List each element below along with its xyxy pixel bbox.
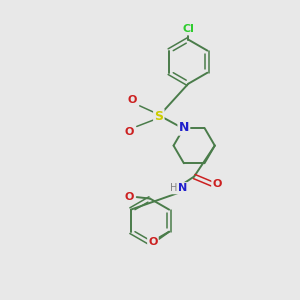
Text: O: O: [148, 237, 158, 247]
Text: O: O: [125, 127, 134, 137]
Text: O: O: [125, 192, 134, 202]
Text: N: N: [178, 183, 188, 193]
Text: Cl: Cl: [182, 24, 194, 34]
Text: O: O: [128, 95, 137, 105]
Text: N: N: [179, 122, 189, 134]
Text: S: S: [154, 110, 163, 123]
Text: H: H: [170, 183, 177, 193]
Text: O: O: [212, 179, 222, 189]
